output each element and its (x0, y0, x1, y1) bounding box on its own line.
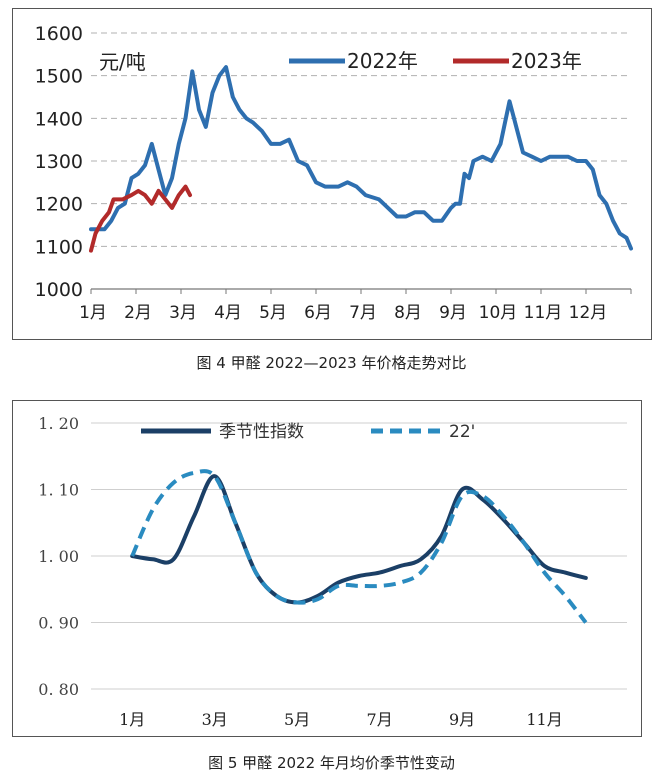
x-tick-label: 5月 (284, 710, 310, 729)
legend-label: 季节性指数 (219, 422, 304, 442)
y-tick-label: 1000 (35, 279, 83, 301)
figure-4-caption: 图 4 甲醛 2022—2023 年价格走势对比 (196, 354, 467, 372)
x-tick-label: 4月 (214, 303, 242, 323)
series-line-1 (130, 469, 588, 624)
y-tick-labels: 0. 80 0. 90 1. 00 1. 10 1. 20 (38, 414, 79, 699)
y-tick-label: 1. 00 (38, 547, 79, 566)
x-tick-label: 8月 (394, 303, 422, 323)
x-tick-label: 12月 (569, 303, 608, 323)
x-tick-label: 1月 (79, 303, 107, 323)
x-tick-label: 7月 (367, 710, 393, 729)
legend: 2022年 2023年 (289, 49, 582, 73)
y-tick-label: 1. 10 (38, 481, 79, 500)
x-tick-label: 5月 (259, 303, 287, 323)
y-tick-label: 1200 (35, 194, 83, 216)
grid-lines (91, 32, 631, 247)
x-tick-label: 3月 (169, 303, 197, 323)
x-tick-labels: 1月 3月 5月 7月 9月 11月 (119, 710, 563, 729)
x-tick-label: 9月 (439, 303, 467, 323)
series-lines (130, 469, 588, 624)
seasonal-chart-frame: 0. 80 0. 90 1. 00 1. 10 1. 20 1月 3月 5月 7月 9月 11月 … (12, 400, 642, 737)
y-tick-label: 1500 (35, 66, 83, 88)
x-tick-labels: 1月 2月 3月 4月 5月 6月 7月 8月 9月 10月 11月 12月 (79, 303, 607, 323)
y-tick-label: 1. 20 (38, 414, 79, 433)
x-tick-label: 2月 (124, 303, 152, 323)
y-tick-label: 1400 (35, 108, 83, 130)
x-tick-label: 6月 (304, 303, 332, 323)
y-axis-unit-label: 元/吨 (99, 50, 146, 74)
y-tick-label: 1300 (35, 151, 83, 173)
legend-label: 22' (449, 422, 475, 442)
y-tick-label: 0. 90 (38, 614, 79, 633)
y-tick-label: 1100 (35, 236, 83, 258)
price-trend-chart: 1000 1100 1200 1300 1400 1500 1600 1月 2月 3月 4月 5月 6… (35, 23, 633, 323)
series-line-0 (130, 474, 588, 605)
x-tick-label: 11月 (524, 303, 563, 323)
grid-lines (91, 422, 627, 690)
figure-5-caption: 图 5 甲醛 2022 年月均价季节性变动 (208, 754, 455, 772)
x-tick-label: 9月 (449, 710, 475, 729)
price-chart-frame: 1000 1100 1200 1300 1400 1500 1600 1月 2月 3月 4月 5月 6… (12, 8, 652, 340)
x-tick-label: 1月 (119, 710, 145, 729)
legend-label: 2022年 (347, 49, 418, 73)
seasonal-index-chart: 0. 800. 901. 001. 101. 20 1月 3月 5月 7月 9月 11月 … (38, 414, 627, 729)
series-line-2022年 (89, 65, 633, 251)
x-tick-label: 10月 (479, 303, 518, 323)
x-axis (90, 288, 632, 294)
y-tick-labels: 1000 1100 1200 1300 1400 1500 1600 (35, 23, 83, 301)
series-line-2023年 (89, 184, 192, 253)
y-tick-label: 1600 (35, 23, 83, 45)
series-lines (89, 65, 633, 253)
y-tick-label: 0. 80 (38, 680, 79, 699)
legend-label: 2023年 (511, 49, 582, 73)
x-tick-label: 7月 (349, 303, 377, 323)
legend: 季节性指数 22' (141, 422, 475, 442)
x-tick-label: 11月 (526, 710, 562, 729)
x-tick-label: 3月 (202, 710, 228, 729)
